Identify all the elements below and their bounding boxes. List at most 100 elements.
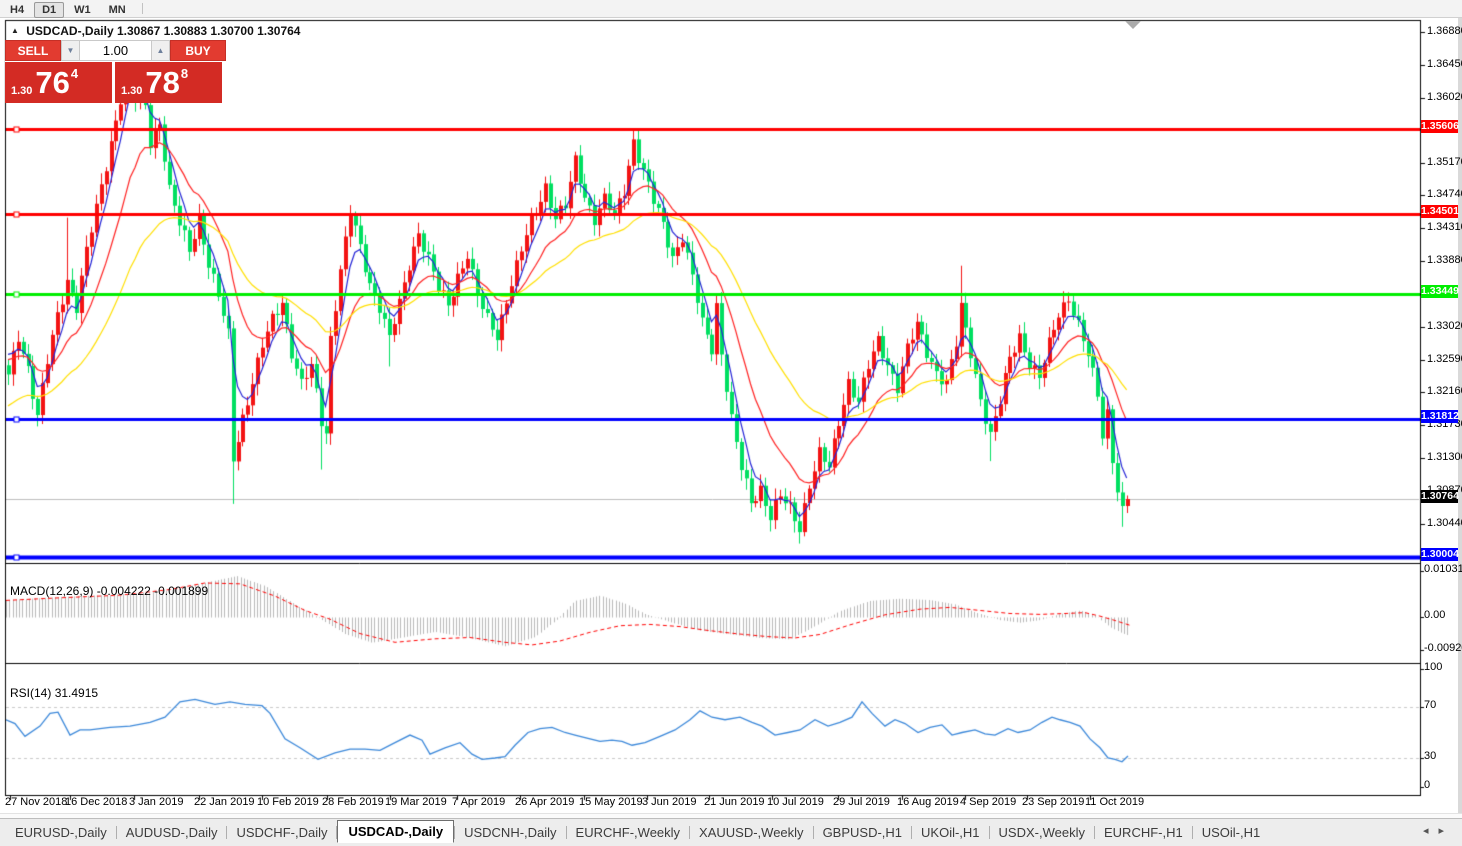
date-axis-label: 15 May 2019 [579,796,643,808]
tab-item[interactable]: UKOil-,H1 [921,825,980,840]
buy-price-big: 78 [145,65,180,100]
chart-ohlc-values: 1.30867 1.30883 1.30700 1.30764 [116,24,301,38]
volume-increase-button[interactable]: ▲ [151,40,170,61]
rsi-axis-tick: 30 [1424,750,1437,762]
price-axis-tick: 1.36880 [1427,25,1462,38]
collapse-quote-icon[interactable]: ▲ [11,26,19,35]
price-level-label[interactable]: 1.35606 [1421,120,1459,134]
tab-scroll-left-icon[interactable]: ◂ [1422,825,1439,837]
buy-price-prefix: 1.30 [121,85,143,97]
tab-divider [1094,826,1095,839]
buy-price-sup: 8 [180,66,189,81]
timeframe-button-d1[interactable]: D1 [34,1,65,18]
tab-divider [226,826,228,839]
price-level-label[interactable]: 1.31812 [1421,410,1459,423]
date-axis-label: 16 Aug 2019 [897,796,959,808]
chevron-up-icon: ▲ [156,46,165,55]
sell-price-box[interactable]: 1.30 76 4 [5,62,112,103]
macd-indicator-label: MACD(12,26,9) -0.004222 -0.001899 [10,584,209,598]
sell-price-sup: 4 [70,66,79,81]
window-right-edge [1458,18,1462,818]
price-level-label[interactable]: 1.30004 [1421,548,1459,562]
price-axis-tick: 1.30440 [1427,516,1462,529]
price-axis-tick: 1.34310 [1427,221,1462,234]
price-axis-tick: 1.32160 [1427,385,1462,398]
date-axis-label: 7 Apr 2019 [452,796,506,808]
date-axis-label: 11 Oct 2019 [1085,796,1145,808]
sell-price-big: 76 [35,65,70,100]
chevron-down-icon: ▼ [66,46,75,55]
sell-button[interactable]: SELL [5,40,61,61]
rsi-axis-tick: 100 [1424,661,1443,673]
timeframe-button-mn[interactable]: MN [108,3,126,16]
tab-item[interactable]: USDCHF-,Daily [236,825,328,840]
macd-signal-value: -0.001899 [154,584,209,598]
toolbar-separator [141,3,143,14]
price-axis-tick: 1.32590 [1427,352,1462,365]
tab-divider [336,826,338,839]
tab-divider [812,826,814,839]
tab-item[interactable]: EURCHF-,Weekly [575,825,681,840]
tab-item[interactable]: USDX-,Weekly [998,825,1085,840]
tab-divider [454,826,456,839]
date-axis-label: 16 Dec 2018 [65,796,128,808]
tab-item[interactable]: GBPUSD-,H1 [822,825,903,840]
tab-item[interactable]: EURUSD-,Daily [15,825,107,840]
chart-symbol-label: USDCAD-,Daily [26,24,114,38]
timeframe-button-h4[interactable]: H4 [10,3,25,16]
chart-tab-bar: EURUSD-,Daily AUDUSD-,Daily USDCHF-,Daily U… [0,818,1462,846]
macd-axis-tick: 0.00 [1424,609,1446,621]
price-axis-tick: 1.33020 [1427,319,1462,332]
tab-item[interactable]: USOil-,H1 [1201,825,1261,840]
chart-canvas[interactable] [0,18,1462,813]
rsi-axis-tick: 70 [1424,699,1437,711]
window-bottom-strip [0,813,1462,819]
volume-input[interactable] [80,40,151,61]
buy-button[interactable]: BUY [170,40,226,61]
tab-divider [1191,826,1193,839]
date-axis-label: 28 Feb 2019 [322,796,384,808]
tab-item[interactable]: USDCAD-,Daily [337,820,455,843]
macd-axis-tick: 0.010311 [1424,563,1462,575]
price-axis-tick: 1.36450 [1427,57,1462,70]
tab-item[interactable]: AUDUSD-,Daily [125,825,218,840]
tab-divider [115,826,117,839]
date-axis-label: 29 Jul 2019 [833,796,890,808]
timeframe-toolbar: H4 D1 W1 MN [0,0,1462,18]
tab-item[interactable]: EURCHF-,H1 [1104,825,1183,840]
date-axis-label: 26 Apr 2019 [515,796,575,808]
date-axis-label: 19 Mar 2019 [385,796,447,808]
macd-value: -0.004222 [96,584,151,598]
price-axis-tick: 1.34740 [1427,188,1462,201]
price-level-label[interactable]: 1.33449 [1421,285,1459,299]
rsi-value: 31.4915 [54,686,99,700]
tab-divider [988,826,990,839]
date-axis-label: 4 Sep 2019 [960,796,1017,808]
scroll-to-end-marker-icon[interactable] [1125,21,1141,29]
date-axis-label: 22 Jan 2019 [194,796,255,808]
date-axis-label: 27 Nov 2018 [5,796,68,808]
volume-decrease-button[interactable]: ▼ [61,40,80,61]
price-axis-tick: 1.35170 [1427,155,1462,168]
rsi-indicator-label: RSI(14) 31.4915 [10,686,99,700]
timeframe-buttons: H4 D1 W1 MN [0,0,134,18]
sell-price-prefix: 1.30 [11,85,33,97]
tab-item[interactable]: USDCNH-,Daily [464,825,557,840]
rsi-axis-tick: 0 [1424,779,1431,791]
date-axis-label: 10 Jul 2019 [767,796,824,808]
price-axis-tick: 1.36020 [1427,90,1462,103]
date-axis-label: 21 Jun 2019 [704,796,765,808]
price-axis-tick: 1.33880 [1427,254,1462,267]
buy-price-box[interactable]: 1.30 78 8 [115,62,222,103]
current-price-label: 1.30764 [1421,490,1459,503]
chart-title: ▲ USDCAD-,Daily 1.30867 1.30883 1.30700 … [11,24,300,38]
price-level-label[interactable]: 1.34501 [1421,204,1459,218]
tab-item[interactable]: XAUUSD-,Weekly [699,825,804,840]
tab-scroll-right-icon[interactable]: ▸ [1438,825,1454,837]
tab-divider [565,826,567,839]
timeframe-button-w1[interactable]: W1 [74,3,91,16]
tab-divider [689,826,691,839]
tab-divider [911,826,913,839]
one-click-trading-panel: SELL ▼ ▲ BUY 1.30 76 4 1.30 78 8 [5,40,226,103]
price-axis-tick: 1.31300 [1427,451,1462,464]
